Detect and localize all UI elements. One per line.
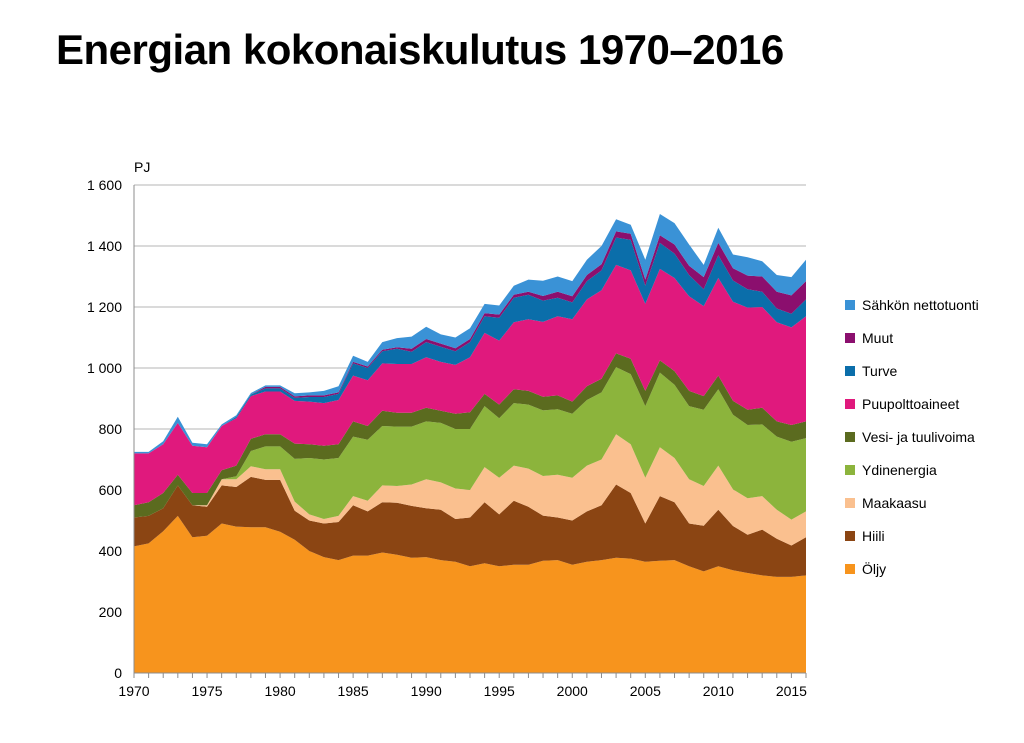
legend-label: Turve (862, 363, 897, 379)
area-series-hiili (134, 476, 806, 577)
y-tick-label: 0 (114, 665, 122, 681)
area-series-sähkön-nettotuonti (134, 214, 806, 454)
legend-label: Öljy (862, 560, 886, 577)
y-axis-unit-label: PJ (134, 159, 150, 175)
axes: 0 200 400 600 800 1 000 1 200 1 400 1 600 1970 197… (87, 177, 807, 699)
legend-swatch (845, 300, 855, 310)
x-tick-label: 1980 (265, 683, 296, 699)
x-tick-label: 1975 (191, 683, 222, 699)
y-tick-label: 600 (99, 482, 123, 498)
x-tick-label: 2005 (630, 683, 661, 699)
legend-label: Muut (862, 330, 893, 346)
area-series-öljy (134, 515, 806, 673)
legend-swatch (845, 564, 855, 574)
y-tick-label: 1 600 (87, 177, 122, 193)
legend-label: Ydinenergia (862, 462, 937, 478)
x-tick-label: 2015 (776, 683, 807, 699)
x-tick-label: 2010 (703, 683, 734, 699)
area-series-ydinenergia (134, 367, 806, 520)
legend-swatch (845, 498, 855, 508)
legend-label: Hiili (862, 528, 885, 544)
chart-areas (134, 214, 806, 673)
x-tick-label: 1990 (411, 683, 442, 699)
legend: Sähkön nettotuonti Muut Turve Puupolttoaine… (845, 297, 979, 577)
area-series-puupolttoaineet (134, 264, 806, 506)
legend-swatch (845, 531, 855, 541)
x-tick-label: 2000 (557, 683, 588, 699)
y-tick-label: 800 (99, 421, 123, 437)
legend-swatch (845, 366, 855, 376)
x-tick-label: 1985 (338, 683, 369, 699)
y-tick-label: 200 (99, 604, 123, 620)
legend-label: Maakaasu (862, 495, 927, 511)
legend-swatch (845, 432, 855, 442)
page-title: Energian kokonaiskulutus 1970–2016 (56, 26, 784, 73)
x-tick-label: 1970 (118, 683, 149, 699)
legend-swatch (845, 465, 855, 475)
legend-label: Puupolttoaineet (862, 396, 959, 412)
legend-label: Vesi- ja tuulivoima (862, 429, 975, 445)
y-tick-label: 1 200 (87, 299, 122, 315)
area-series-maakaasu (134, 434, 806, 546)
y-tick-label: 400 (99, 543, 123, 559)
y-tick-label: 1 000 (87, 360, 122, 376)
legend-label: Sähkön nettotuonti (862, 297, 979, 313)
legend-swatch (845, 333, 855, 343)
y-tick-label: 1 400 (87, 238, 122, 254)
area-series-vesi-ja-tuulivoima (134, 353, 806, 518)
legend-swatch (845, 399, 855, 409)
area-series-turve (134, 237, 806, 454)
x-tick-label: 1995 (484, 683, 515, 699)
